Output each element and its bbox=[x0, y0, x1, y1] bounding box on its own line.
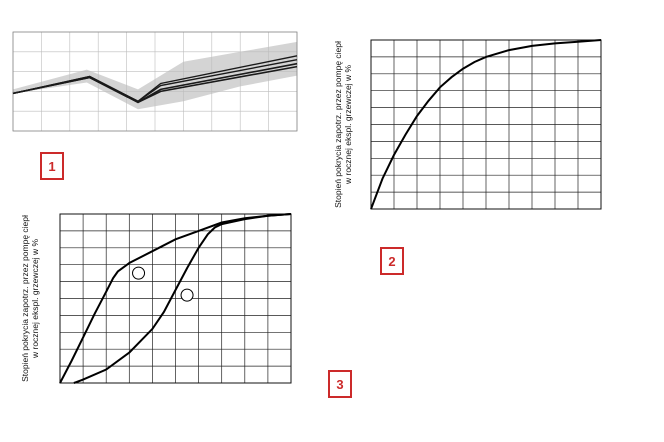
chart-1 bbox=[0, 25, 305, 150]
chart-2-svg: Stopień pokrycia zapotrz. przez pompę ci… bbox=[333, 39, 602, 210]
chart-1-range-band bbox=[13, 41, 297, 110]
chart-1-svg bbox=[12, 31, 298, 132]
chart-3-badge: 3 bbox=[328, 370, 352, 398]
chart-3-series-line bbox=[59, 213, 292, 384]
chart-3: Stopień pokrycia zapotrz. przez pompę ci… bbox=[10, 205, 305, 410]
chart-3-svg: Stopień pokrycia zapotrz. przez pompę ci… bbox=[20, 213, 292, 384]
chart-2-y-axis-label: Stopień pokrycia zapotrz. przez pompę ci… bbox=[333, 41, 353, 208]
chart-3-annotation-circle bbox=[132, 266, 146, 280]
chart-1-series-line bbox=[12, 65, 298, 104]
chart-3-annotation-circle bbox=[180, 288, 194, 302]
chart-2: Stopień pokrycia zapotrz. przez pompę ci… bbox=[325, 30, 615, 245]
chart-3-series-line bbox=[73, 213, 292, 384]
chart-3-y-axis-label: Stopień pokrycia zapotrz. przez pompę ci… bbox=[20, 215, 40, 382]
chart-1-frame bbox=[12, 31, 298, 132]
chart-2-frame bbox=[370, 39, 602, 210]
chart-3-frame bbox=[59, 213, 292, 384]
chart-1-badge: 1 bbox=[40, 152, 64, 180]
chart-2-series-line bbox=[370, 39, 602, 210]
chart-2-badge: 2 bbox=[380, 247, 404, 275]
